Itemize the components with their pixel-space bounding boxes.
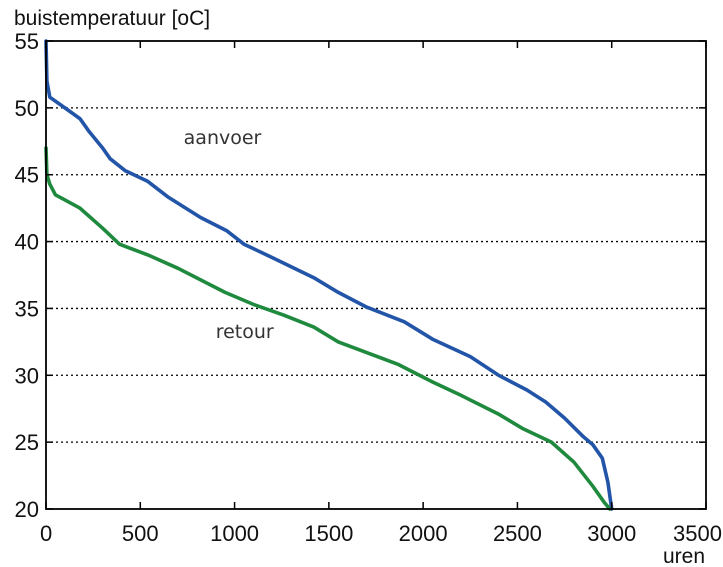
tick-labels: 20 25 30 35 40 45 50 55 0 500 1000 1500 2000 2500 3000… xyxy=(15,29,722,546)
annotation-aanvoer: aanvoer xyxy=(184,127,262,149)
y-tick-label: 55 xyxy=(15,29,39,54)
y-tick-label: 40 xyxy=(15,230,39,255)
x-tick-label: 1500 xyxy=(304,521,353,546)
y-tick-label: 50 xyxy=(15,96,39,121)
ticks xyxy=(45,40,707,510)
annotations: aanvoer retour xyxy=(184,127,274,343)
x-tick-label: 500 xyxy=(122,521,159,546)
y-tick-label: 20 xyxy=(15,497,39,522)
x-tick-label: 1000 xyxy=(210,521,259,546)
series-line-retour xyxy=(44,146,612,511)
x-axis-title: uren xyxy=(663,545,705,567)
series-line-aanvoer xyxy=(44,39,614,511)
x-tick-label: 3500 xyxy=(673,521,722,546)
x-tick-label: 3000 xyxy=(587,521,636,546)
x-tick-label: 0 xyxy=(40,521,52,546)
gridlines xyxy=(46,107,706,443)
series-lines xyxy=(44,39,614,511)
annotation-retour: retour xyxy=(216,321,274,343)
y-tick-label: 25 xyxy=(15,430,39,455)
y-tick-label: 35 xyxy=(15,296,39,321)
x-tick-label: 2500 xyxy=(493,521,542,546)
y-tick-label: 45 xyxy=(15,163,39,188)
x-tick-label: 2000 xyxy=(399,521,448,546)
y-tick-label: 30 xyxy=(15,363,39,388)
y-axis-title: buistemperatuur [oC] xyxy=(14,7,210,30)
plot-frame xyxy=(45,40,707,510)
